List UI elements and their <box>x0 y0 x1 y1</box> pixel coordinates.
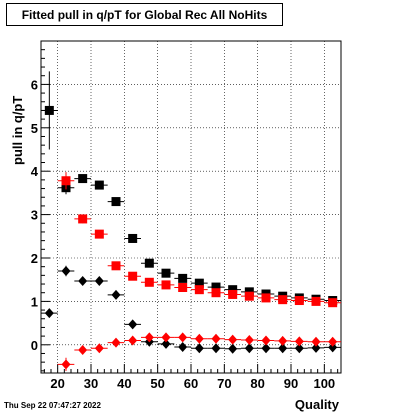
data-point <box>211 288 221 298</box>
data-point <box>111 289 121 300</box>
data-point <box>78 174 88 184</box>
y-tick-label: 6 <box>31 77 38 92</box>
data-point <box>228 285 238 295</box>
data-point <box>244 335 254 346</box>
data-point <box>261 343 271 354</box>
data-point <box>311 296 321 306</box>
data-point <box>144 258 154 268</box>
chart-title: Fitted pull in q/pT for Global Rec All N… <box>6 3 283 26</box>
data-point <box>228 334 238 345</box>
data-point <box>228 289 238 299</box>
series-group <box>41 265 341 354</box>
data-point <box>128 319 138 330</box>
data-point <box>194 333 204 344</box>
y-tick-label: 5 <box>31 121 38 136</box>
data-point <box>61 359 71 370</box>
data-point <box>94 229 104 239</box>
data-point <box>161 332 171 343</box>
series-group <box>57 332 341 371</box>
data-point <box>178 341 188 352</box>
data-point <box>111 197 121 207</box>
x-tick-label: 80 <box>250 376 264 391</box>
data-point <box>294 336 304 347</box>
data-point <box>244 291 254 301</box>
data-point <box>144 277 154 287</box>
data-point <box>161 338 171 349</box>
data-series <box>41 71 341 371</box>
data-point <box>128 233 138 243</box>
data-point <box>278 295 288 305</box>
y-axis: 0 1 2 3 4 5 6 <box>31 49 50 372</box>
data-point <box>78 344 88 355</box>
x-tick-label: 90 <box>284 376 298 391</box>
y-tick-label: 1 <box>31 294 38 309</box>
y-tick-label: 0 <box>31 338 38 353</box>
data-point <box>194 343 204 354</box>
y-tick-label: 3 <box>31 208 38 223</box>
data-point <box>144 332 154 343</box>
x-tick-label: 70 <box>217 376 231 391</box>
timestamp: Thu Sep 22 07:47:27 2022 <box>4 401 101 410</box>
data-point <box>211 333 221 344</box>
data-point <box>261 335 271 346</box>
data-point <box>311 336 321 347</box>
data-point <box>128 335 138 346</box>
data-point <box>194 278 204 288</box>
data-point <box>178 332 188 343</box>
data-point <box>244 343 254 354</box>
data-point <box>78 214 88 224</box>
data-point <box>294 296 304 306</box>
x-tick-label: 100 <box>313 376 335 391</box>
data-point <box>178 273 188 283</box>
data-point <box>61 266 71 277</box>
data-point <box>78 275 88 286</box>
grid-lines <box>41 41 341 373</box>
x-axis-label: Quality <box>294 397 339 412</box>
y-tick-label: 4 <box>31 164 39 179</box>
data-point <box>161 268 171 278</box>
x-tick-label: 60 <box>184 376 198 391</box>
x-tick-label: 50 <box>150 376 164 391</box>
data-point <box>111 337 121 348</box>
data-point <box>328 298 338 308</box>
data-point <box>261 293 271 303</box>
data-point <box>128 271 138 281</box>
data-point <box>44 308 54 319</box>
data-point <box>328 342 338 353</box>
data-point <box>328 336 338 347</box>
data-point <box>161 280 171 290</box>
data-point <box>294 343 304 354</box>
data-point <box>211 343 221 354</box>
x-tick-label: 40 <box>117 376 131 391</box>
x-tick-label: 20 <box>50 376 64 391</box>
data-point <box>61 176 71 186</box>
data-point <box>228 343 238 354</box>
data-point <box>44 105 54 115</box>
series-group <box>57 172 341 308</box>
x-axis: 20 30 40 50 60 70 80 90 100 <box>43 364 339 391</box>
data-point <box>94 275 104 286</box>
data-point <box>278 343 288 354</box>
data-point <box>194 285 204 295</box>
data-point <box>211 282 221 292</box>
y-axis-label: pull in q/pT <box>10 95 25 165</box>
data-point <box>278 335 288 346</box>
data-point <box>94 180 104 190</box>
data-point <box>311 342 321 353</box>
x-tick-label: 30 <box>84 376 98 391</box>
data-point <box>178 283 188 293</box>
data-point <box>111 261 121 271</box>
y-tick-label: 2 <box>31 251 38 266</box>
data-point <box>94 343 104 354</box>
